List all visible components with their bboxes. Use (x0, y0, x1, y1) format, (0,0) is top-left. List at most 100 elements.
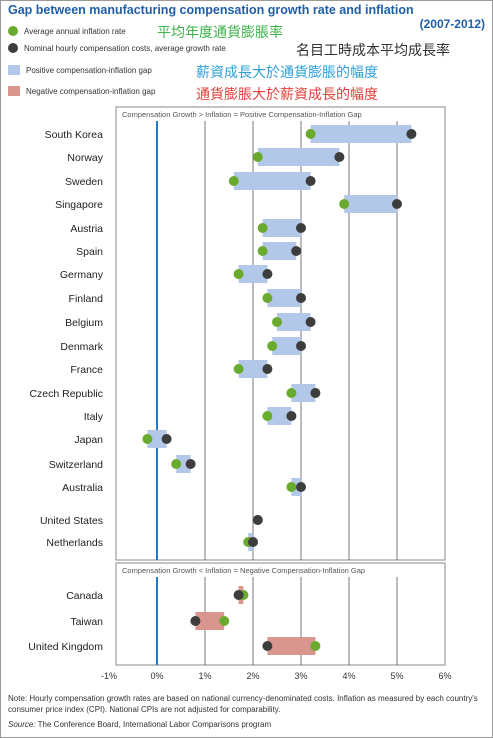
country-label: Taiwan (70, 616, 103, 628)
country-label: Finland (69, 293, 104, 305)
inflation-dot (233, 364, 244, 374)
gap-bar (310, 125, 412, 143)
gap-bar (272, 337, 301, 355)
compensation-dot (305, 317, 316, 327)
compensation-dot (190, 616, 201, 626)
gap-bar (262, 219, 301, 237)
legend-label-positive-gap: Positive compensation-inflation gap (26, 65, 152, 75)
legend-label-compensation: Nominal hourly compensation costs, avera… (24, 43, 226, 53)
gap-bar (257, 148, 340, 166)
footnote: Note: Hourly compensation growth rates a… (8, 694, 478, 714)
legend-swatch-positive-gap (8, 65, 20, 75)
gap-bar (176, 455, 191, 473)
chart-title: Gap between manufacturing compensation g… (8, 3, 414, 17)
gap-bar (238, 265, 268, 283)
compensation-dot (291, 246, 302, 256)
inflation-dot (257, 223, 268, 233)
inflation-dot (219, 616, 230, 626)
legend-label-inflation-zh: 平均年度通貨膨脹率 (157, 24, 283, 40)
compensation-dot (252, 515, 263, 525)
compensation-dot (296, 223, 306, 233)
x-tick-label: -1% (101, 671, 117, 681)
gap-bar (195, 612, 225, 630)
country-label: Sweden (65, 176, 103, 188)
inflation-dot (286, 482, 297, 492)
inflation-dot (305, 129, 316, 139)
country-label: Austria (70, 223, 103, 235)
compensation-dot (262, 641, 273, 651)
gap-bar (267, 289, 301, 307)
legend-label-compensation-zh: 名目工時成本平均成長率 (296, 42, 450, 58)
x-tick-label: 5% (390, 671, 403, 681)
country-label: Switzerland (49, 459, 103, 471)
country-label: Italy (84, 411, 104, 423)
negative-panel-label: Compensation Growth < Inflation = Negati… (122, 566, 365, 575)
legend-label-negative-gap: Negative compensation-inflation gap (26, 86, 156, 96)
inflation-dot (267, 341, 278, 351)
compensation-dot (392, 199, 402, 209)
compensation-dot (248, 537, 258, 547)
legend-swatch-inflation (8, 26, 18, 36)
gap-bar (267, 637, 316, 655)
legend-item-compensation: Nominal hourly compensation costs, avera… (8, 39, 226, 57)
country-label: South Korea (45, 129, 104, 141)
gap-bar (277, 313, 311, 331)
legend-item-positive-gap: Positive compensation-inflation gap (8, 61, 152, 79)
legend-label-positive-gap-zh: 薪資成長大於通貨膨脹的幅度 (196, 64, 378, 80)
compensation-dot (262, 269, 273, 279)
gap-bar (238, 360, 268, 378)
country-label: Denmark (60, 341, 103, 353)
compensation-dot (286, 411, 297, 421)
compensation-dot (185, 459, 196, 469)
legend-item-negative-gap: Negative compensation-inflation gap (8, 82, 155, 100)
inflation-dot (171, 459, 182, 469)
gap-bar (147, 430, 167, 448)
inflation-dot (262, 293, 273, 303)
inflation-dot (310, 641, 321, 651)
source-line: Source: The Conference Board, Internatio… (8, 720, 271, 729)
x-tick-label: 1% (198, 671, 211, 681)
compensation-dot (262, 364, 273, 374)
compensation-dot (161, 434, 172, 444)
gap-bar (267, 407, 292, 425)
country-label: Australia (62, 482, 103, 494)
gap-bar (233, 172, 311, 190)
x-tick-label: 2% (246, 671, 259, 681)
x-tick-label: 6% (438, 671, 451, 681)
inflation-dot (233, 269, 244, 279)
x-tick-label: 0% (150, 671, 163, 681)
compensation-dot (406, 129, 417, 139)
country-label: Czech Republic (29, 388, 103, 400)
compensation-dot (305, 176, 316, 186)
country-label: Canada (66, 590, 103, 602)
legend-label-inflation: Average annual inflation rate (24, 26, 126, 36)
gap-bar (262, 242, 297, 260)
compensation-dot (296, 482, 306, 492)
compensation-dot (296, 293, 306, 303)
inflation-dot (252, 152, 263, 162)
inflation-dot (257, 246, 268, 256)
gap-bar (291, 384, 316, 402)
country-label: Netherlands (46, 537, 103, 549)
source-text: The Conference Board, International Labo… (37, 720, 272, 729)
inflation-dot (228, 176, 239, 186)
x-tick-label: 4% (342, 671, 355, 681)
country-label: United Kingdom (28, 641, 103, 653)
inflation-dot (142, 434, 153, 444)
compensation-dot (233, 590, 244, 600)
compensation-dot (296, 341, 306, 351)
source-label: Source: (8, 720, 36, 729)
country-label: Singapore (55, 199, 103, 211)
country-label: Belgium (65, 317, 103, 329)
country-label: Spain (76, 246, 103, 258)
inflation-dot (339, 199, 350, 209)
country-label: France (70, 364, 103, 376)
country-label: United States (40, 515, 103, 527)
gap-bar (344, 195, 397, 213)
positive-panel-label: Compensation Growth > Inflation = Positi… (122, 110, 362, 119)
country-label: Japan (74, 434, 103, 446)
compensation-dot (310, 388, 321, 398)
chart-subtitle: (2007-2012) (419, 17, 485, 31)
country-label: Norway (67, 152, 103, 164)
